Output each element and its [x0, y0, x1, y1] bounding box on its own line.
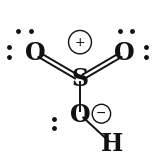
Text: O: O — [70, 102, 90, 126]
Text: −: − — [96, 107, 107, 120]
Text: H: H — [100, 132, 123, 156]
Text: O: O — [25, 41, 46, 65]
Text: +: + — [75, 36, 85, 49]
Text: O: O — [114, 41, 135, 65]
Text: S: S — [72, 67, 88, 91]
